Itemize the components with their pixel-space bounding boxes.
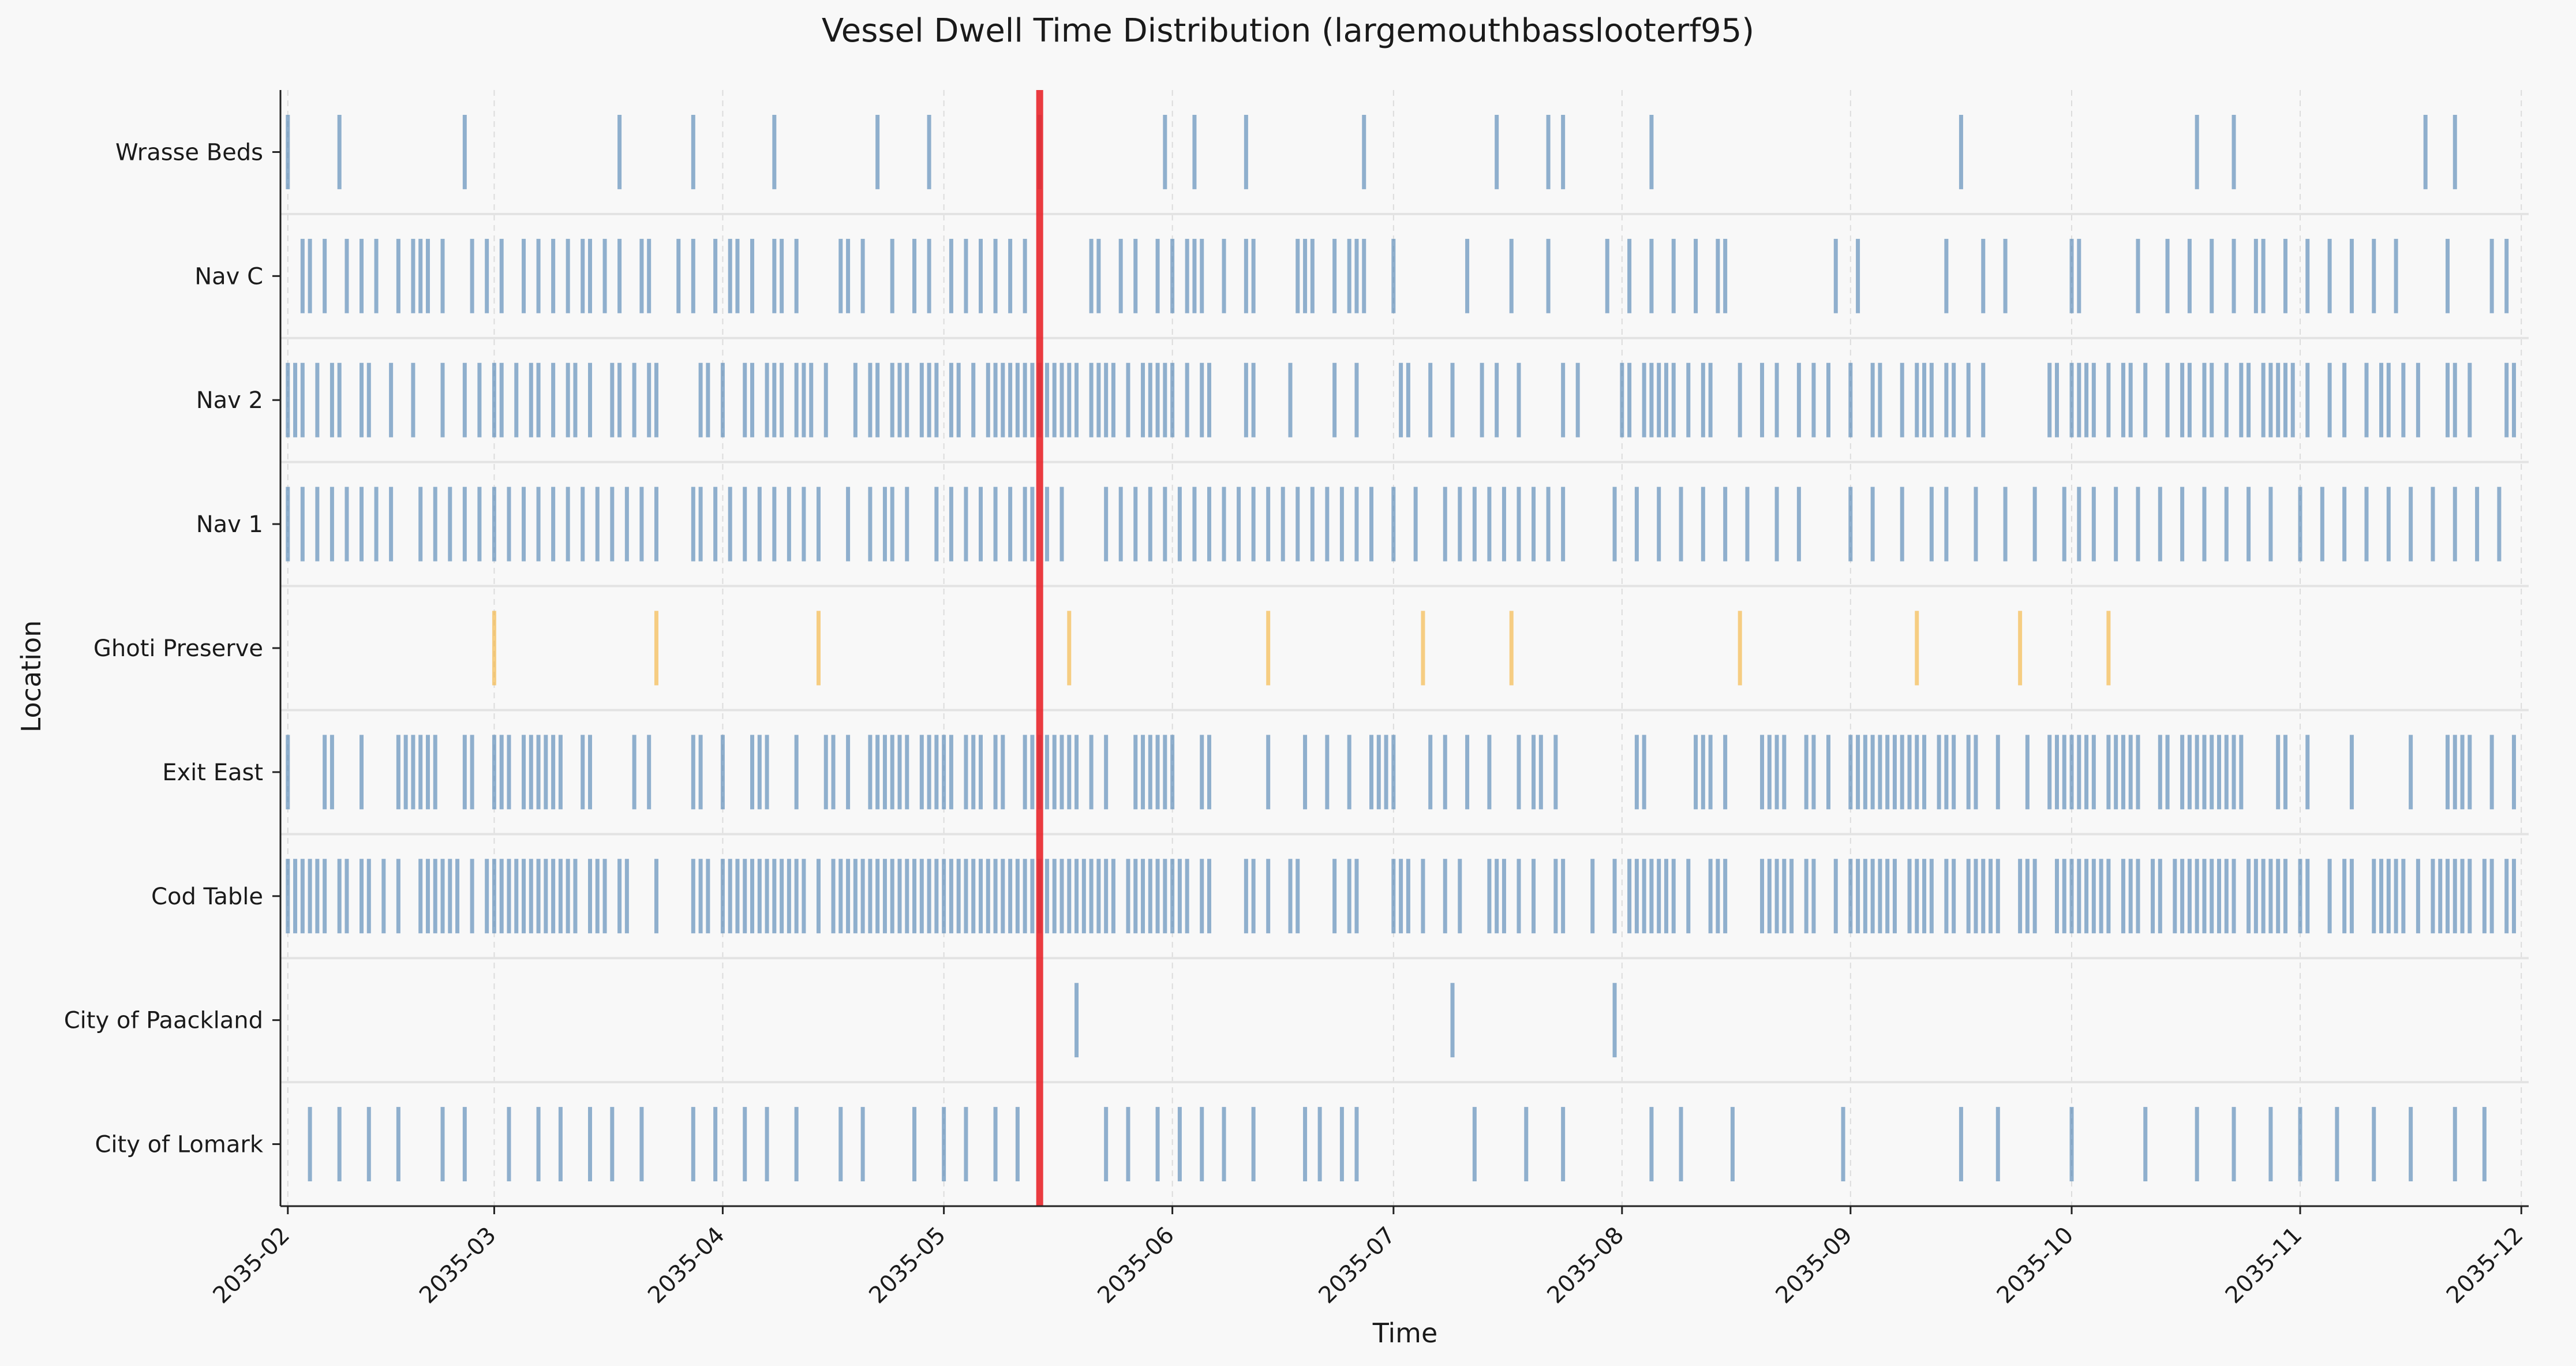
- series-city-of-lomark: [308, 1107, 2487, 1182]
- series-cod-table: [286, 859, 2516, 934]
- event-marks: [286, 114, 2516, 1182]
- series-city-of-paackland: [1074, 983, 1617, 1058]
- series-nav-c: [300, 238, 2509, 313]
- y-tick-label: Ghoti Preserve: [93, 635, 263, 662]
- y-tick-label: City of Lomark: [95, 1132, 263, 1158]
- chart-title: Vessel Dwell Time Distribution (largemou…: [822, 12, 1754, 50]
- series-ghoti-preserve: [492, 611, 2111, 686]
- y-tick-label: City of Paackland: [64, 1008, 263, 1034]
- series-nav-1: [286, 486, 2502, 562]
- y-tick-label: Exit East: [162, 759, 263, 786]
- series-wrasse-beds: [286, 114, 2457, 189]
- grid-layer: [287, 90, 2522, 1206]
- y-tick-label: Cod Table: [151, 884, 263, 910]
- x-axis-label: Time: [1372, 1318, 1438, 1349]
- y-tick-label: Nav 1: [196, 511, 263, 538]
- series-nav-2: [286, 362, 2516, 437]
- y-tick-label: Wrasse Beds: [115, 139, 263, 166]
- y-tick-label: Nav C: [194, 263, 263, 290]
- series-exit-east: [286, 735, 2516, 810]
- y-tick-label: Nav 2: [196, 387, 263, 414]
- y-axis-label: Location: [16, 620, 47, 733]
- row-bands: [280, 212, 2529, 1084]
